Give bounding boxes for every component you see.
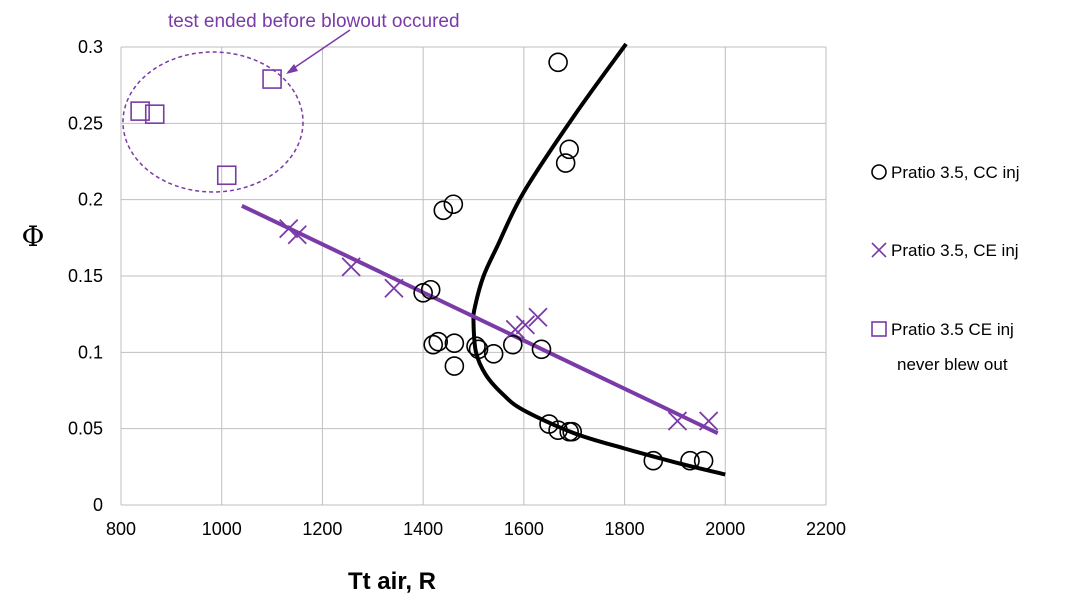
point-never	[130, 101, 150, 121]
legend-label-never: Pratio 3.5 CE inj never blew out	[891, 320, 1019, 374]
x-tick-label: 2000	[705, 519, 745, 539]
point-cc	[444, 333, 465, 353]
point-cc	[444, 356, 465, 376]
legend-label-never-line2: never blew out	[897, 355, 1008, 374]
point-ce	[279, 219, 299, 239]
point-ce	[505, 319, 525, 340]
fit-line-ce	[240, 203, 719, 436]
point-cc	[466, 336, 486, 357]
point-never	[216, 165, 237, 186]
x-tick-label: 1400	[403, 519, 443, 539]
x-tick-label: 1800	[605, 519, 645, 539]
fit-lines	[240, 42, 726, 477]
x-tick-label: 1000	[202, 519, 242, 539]
point-cc	[562, 421, 583, 442]
x-tick-labels: 800 1000 1200 1400 1600 1800 2000 2200	[106, 519, 846, 539]
legend: Pratio 3.5, CC inj Pratio 3.5, CE inj Pr…	[871, 163, 1020, 374]
y-tick-label: 0.05	[68, 419, 103, 439]
point-cc	[468, 339, 489, 360]
grid	[120, 46, 827, 506]
annotation-arrow	[287, 29, 351, 73]
point-cc	[680, 450, 700, 471]
y-tick-label: 0.1	[78, 342, 103, 362]
point-ce	[515, 315, 536, 335]
x-axis-title: Tt air, R	[348, 568, 436, 595]
y-tick-label: 0	[93, 495, 103, 515]
x-tick-label: 1600	[504, 519, 544, 539]
point-ce	[287, 225, 307, 245]
data-markers	[130, 52, 719, 471]
point-cc	[423, 334, 444, 355]
y-tick-label: 0.3	[78, 37, 103, 57]
point-cc	[428, 331, 449, 352]
point-cc	[548, 420, 568, 440]
point-cc	[502, 334, 523, 355]
point-cc	[548, 52, 568, 73]
point-cc	[483, 344, 504, 364]
annotation-ellipse	[122, 51, 304, 193]
point-cc	[643, 450, 664, 471]
fit-line-cc	[471, 42, 726, 477]
point-cc	[433, 200, 454, 221]
point-ce	[384, 278, 404, 298]
legend-label-cc: Pratio 3.5, CC inj	[891, 163, 1020, 182]
legend-label-ce: Pratio 3.5, CE inj	[891, 241, 1019, 260]
x-tick-label: 1200	[302, 519, 342, 539]
x-tick-label: 800	[106, 519, 136, 539]
point-cc	[531, 339, 552, 360]
point-cc	[559, 139, 579, 160]
legend-marker-ce	[871, 242, 887, 258]
legend-label-never-line1: Pratio 3.5 CE inj	[891, 320, 1014, 339]
x-tick-label: 2200	[806, 519, 846, 539]
legend-marker-never	[871, 321, 887, 337]
point-cc	[693, 450, 714, 471]
annotation-text: test ended before blowout occured	[168, 11, 460, 32]
y-tick-label: 0.25	[68, 113, 103, 133]
point-ce	[341, 257, 361, 277]
y-tick-labels: 0 0.05 0.1 0.15 0.2 0.25 0.3	[68, 37, 103, 515]
y-tick-label: 0.2	[78, 190, 103, 210]
point-never	[144, 104, 165, 124]
y-tick-label: 0.15	[68, 266, 103, 286]
y-axis-title: Φ	[22, 220, 45, 253]
point-cc	[443, 194, 464, 215]
point-ce	[528, 307, 548, 327]
point-never	[262, 69, 282, 89]
point-cc	[420, 279, 441, 300]
point-ce	[699, 411, 719, 431]
annotation-arrowhead	[286, 64, 298, 74]
point-ce	[667, 411, 688, 431]
point-cc	[555, 153, 576, 173]
legend-marker-cc	[871, 164, 887, 180]
